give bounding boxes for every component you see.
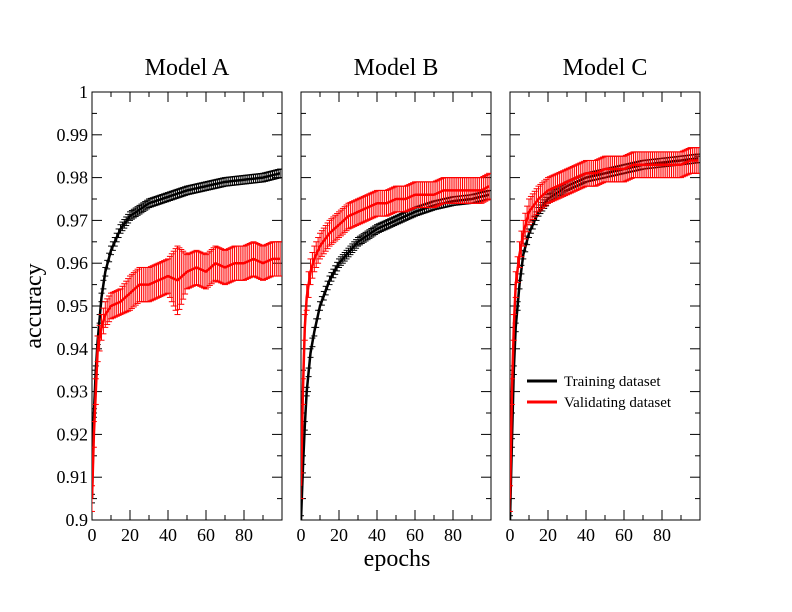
y-tick-label: 0.99: [57, 125, 89, 145]
y-tick-label: 0.95: [57, 296, 89, 316]
y-tick-label: 0.93: [57, 382, 89, 402]
y-axis-label: accuracy: [21, 263, 47, 348]
series-line: [510, 159, 699, 499]
y-tick-label: 0.96: [57, 253, 89, 273]
x-tick-label: 20: [121, 525, 139, 545]
panels: Model A 0.9 0.91 0.92 0.93 0.94 0.95 0.96 0.97 0.…: [57, 55, 701, 545]
y-tick-label: 0.94: [57, 339, 89, 359]
y-tick-label: 0.9: [66, 510, 89, 530]
plot-area: [510, 147, 700, 520]
y-tick-label: 0.91: [57, 467, 89, 487]
series-validating: [510, 147, 700, 512]
y-tick-label: 1: [79, 82, 88, 102]
x-tick-label: 0: [297, 525, 306, 545]
x-tick-label: 40: [368, 525, 386, 545]
series-line: [92, 172, 281, 499]
y-tick-label: 0.92: [57, 424, 89, 444]
y-tick-label: 0.97: [57, 210, 89, 230]
x-tick-label: 60: [197, 525, 215, 545]
panel-1: Model A 0.9 0.91 0.92 0.93 0.94 0.95 0.96 0.97 0.…: [57, 55, 283, 545]
x-tick-label: 20: [330, 525, 348, 545]
x-axis-label: epochs: [364, 546, 431, 572]
y-tick-label: 0.98: [57, 168, 89, 188]
series-line: [301, 193, 490, 520]
plot-area: [301, 172, 491, 520]
series-line: [92, 257, 281, 499]
series-line: [510, 157, 699, 520]
legend: Training dataset Validating dataset: [527, 374, 672, 411]
x-tick-label: 60: [615, 525, 633, 545]
x-tick-label: 40: [577, 525, 595, 545]
x-tick-label: 60: [406, 525, 424, 545]
plot-frame: [300, 91, 492, 521]
series-training: [92, 168, 282, 504]
series-line: [301, 185, 490, 486]
legend-label-training: Training dataset: [564, 374, 661, 390]
panel-title: Model B: [354, 55, 439, 81]
plot-area: [92, 168, 282, 512]
x-tick-label: 80: [444, 525, 462, 545]
x-tick-label: 80: [235, 525, 253, 545]
panel-title: Model A: [145, 55, 230, 81]
panel-3: Model C 0 20 40 60 80: [506, 55, 701, 545]
legend-label-validating: Validating dataset: [564, 395, 672, 411]
x-tick-label: 0: [88, 525, 97, 545]
series-validating: [92, 241, 282, 512]
panel-2: Model B 0 20 40 60 80: [297, 55, 492, 545]
x-tick-label: 80: [653, 525, 671, 545]
x-tick-label: 40: [159, 525, 177, 545]
x-tick-label: 20: [539, 525, 557, 545]
x-tick-label: 0: [506, 525, 515, 545]
series-validating: [301, 172, 491, 500]
panel-title: Model C: [563, 55, 648, 81]
